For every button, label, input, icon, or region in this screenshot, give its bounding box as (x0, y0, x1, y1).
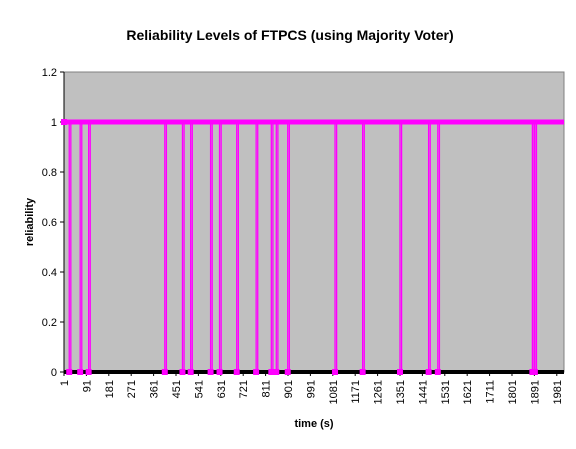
x-axis-ticks: 1 91 181 271 361 451 541 631 721 811 901 991 1081 117… (59, 372, 564, 404)
x-tick-label: 1891 (529, 380, 541, 404)
dip-marker (207, 369, 214, 375)
chart-title: Reliability Levels of FTPCS (using Major… (126, 27, 453, 43)
y-tick-label: 0.2 (42, 317, 57, 329)
x-tick-label: 1171 (350, 380, 362, 404)
dip-marker (187, 369, 194, 375)
dip-marker (332, 369, 339, 375)
x-tick-label: 1 (59, 380, 71, 386)
x-tick-label: 1981 (552, 380, 564, 404)
dip-marker (161, 369, 168, 375)
y-axis-title: reliability (24, 197, 36, 246)
y-tick-label: 0 (51, 367, 57, 379)
x-tick-label: 901 (283, 380, 295, 398)
x-tick-label: 631 (216, 380, 228, 398)
y-axis-ticks: 0 0.2 0.4 0.6 0.8 1 1.2 (42, 67, 64, 379)
x-tick-label: 1081 (328, 380, 340, 404)
x-tick-label: 1261 (373, 380, 385, 404)
x-tick-label: 91 (81, 380, 93, 392)
x-tick-label: 541 (193, 380, 205, 398)
x-tick-label: 1441 (417, 380, 429, 404)
dip-marker (284, 369, 291, 375)
y-tick-label: 0.4 (42, 267, 57, 279)
dip-marker (425, 369, 432, 375)
plot-area (63, 71, 565, 373)
x-tick-label: 1351 (395, 380, 407, 404)
x-tick-label: 1711 (485, 380, 497, 404)
x-tick-label: 451 (171, 380, 183, 398)
dip-marker (359, 369, 366, 375)
y-tick-label: 1 (51, 117, 57, 129)
reliability-series (64, 119, 564, 373)
x-tick-label: 361 (149, 380, 161, 398)
dip-marker (216, 369, 223, 375)
dip-marker (77, 369, 84, 375)
dip-marker (396, 369, 403, 375)
dip-marker (66, 369, 73, 375)
dip-marker (273, 369, 280, 375)
dip-marker (253, 369, 260, 375)
y-tick-label: 1.2 (42, 67, 57, 79)
y-tick-label: 0.6 (42, 217, 57, 229)
x-tick-label: 721 (238, 380, 250, 398)
dip-marker (179, 369, 186, 375)
start-marker (61, 119, 67, 125)
x-tick-label: 181 (104, 380, 116, 398)
x-axis-title: time (s) (294, 418, 333, 430)
dip-marker (233, 369, 240, 375)
x-tick-label: 1621 (462, 380, 474, 404)
x-tick-label: 811 (261, 380, 273, 398)
y-tick-label: 0.8 (42, 167, 57, 179)
x-tick-label: 1531 (440, 380, 452, 404)
x-tick-label: 991 (305, 380, 317, 398)
dip-marker (434, 369, 441, 375)
x-tick-label: 271 (126, 380, 138, 398)
x-tick-label: 1801 (507, 380, 519, 404)
dip-markers (61, 119, 538, 375)
dip-marker (268, 369, 275, 375)
dip-marker (85, 369, 92, 375)
dip-marker (531, 369, 538, 375)
